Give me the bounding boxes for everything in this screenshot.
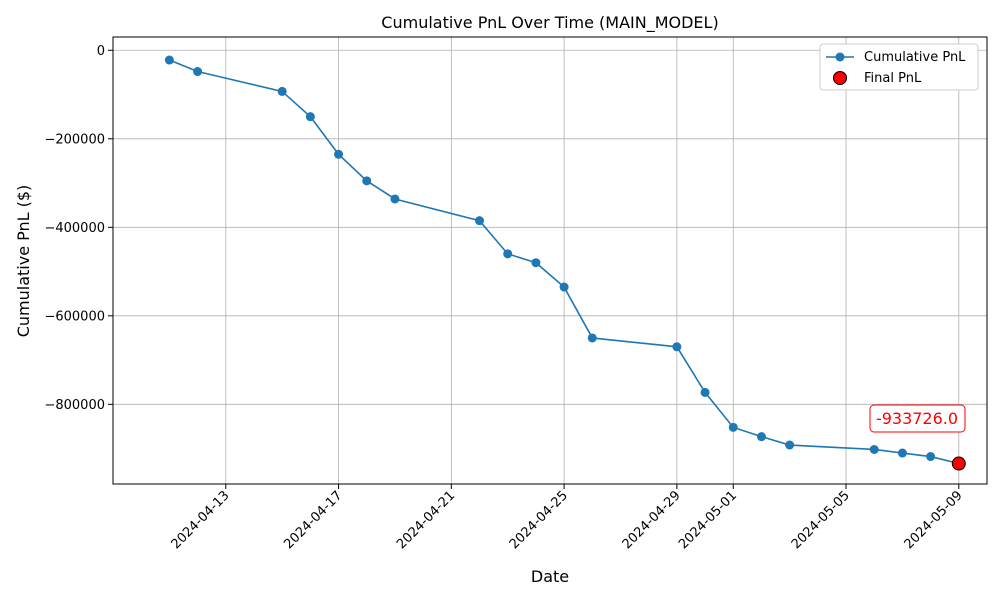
y-tick-label: 0 (97, 44, 105, 59)
data-point (559, 282, 569, 292)
data-point (587, 333, 597, 343)
data-point (277, 86, 287, 96)
legend-swatch-final (833, 71, 847, 85)
x-tick-label: 2024-05-09 (902, 488, 966, 552)
data-point (531, 258, 541, 268)
data-point (362, 176, 372, 186)
data-point (305, 112, 315, 122)
grid (113, 37, 987, 484)
annotation-text: -933726.0 (876, 409, 958, 428)
chart-title: Cumulative PnL Over Time (MAIN_MODEL) (381, 13, 718, 33)
data-point (869, 444, 879, 454)
data-point (728, 422, 738, 432)
y-axis-ticks: 0 −200000 −400000 −600000 −800000 (44, 44, 113, 413)
y-tick-label: −200000 (44, 132, 105, 147)
x-axis-label: Date (531, 567, 569, 586)
data-point (503, 249, 513, 259)
y-tick-label: −600000 (44, 309, 105, 324)
data-point (926, 452, 936, 462)
data-point (164, 55, 174, 65)
final-pnl-marker (951, 456, 966, 471)
data-point (334, 149, 344, 159)
legend-swatch-marker (835, 52, 845, 62)
data-point (897, 448, 907, 458)
legend-entry-cumulative-pnl: Cumulative PnL (864, 50, 966, 65)
x-tick-label: 2024-05-01 (676, 488, 740, 552)
x-tick-label: 2024-04-17 (281, 488, 345, 552)
x-tick-label: 2024-04-21 (394, 488, 458, 552)
x-tick-label: 2024-05-05 (789, 488, 853, 552)
legend-frame (819, 43, 979, 91)
final-pnl-annotation: -933726.0 (869, 404, 966, 433)
x-tick-label: 2024-04-13 (169, 488, 233, 552)
annotation-box (869, 404, 966, 433)
data-point (390, 194, 400, 204)
data-point (193, 67, 203, 77)
plot-frame (112, 36, 988, 485)
data-point (756, 432, 766, 442)
x-axis-ticks: 2024-04-13 2024-04-17 2024-04-21 2024-04-25… (169, 484, 966, 552)
final-pnl-point (951, 456, 966, 471)
axes (112, 36, 988, 485)
x-tick-label: 2024-04-29 (620, 488, 684, 552)
legend: Cumulative PnL Final PnL (819, 43, 979, 91)
data-point (700, 387, 710, 397)
data-point (785, 440, 795, 450)
series-points (164, 55, 964, 469)
y-axis-label: Cumulative PnL ($) (14, 185, 33, 338)
legend-entry-final-pnl: Final PnL (864, 71, 922, 86)
x-tick-label: 2024-04-25 (507, 488, 571, 552)
data-point (672, 342, 682, 352)
data-point (475, 216, 485, 226)
y-tick-label: −800000 (44, 398, 105, 413)
y-tick-label: −400000 (44, 221, 105, 236)
